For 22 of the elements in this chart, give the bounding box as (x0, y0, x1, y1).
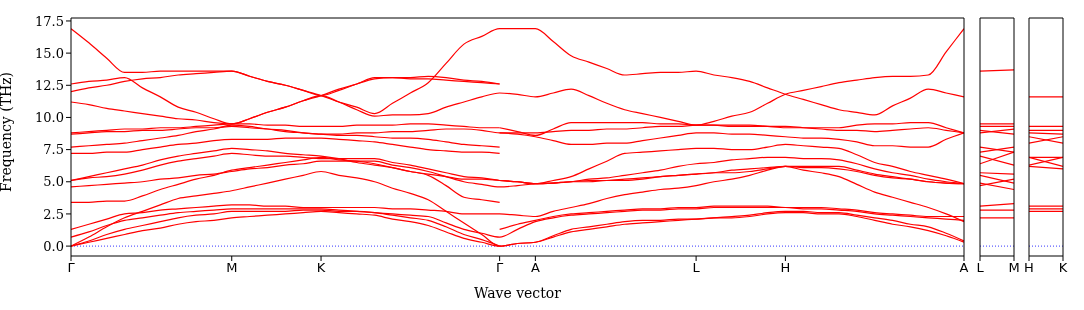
x-tick-label: A (530, 260, 540, 276)
x-tick-label: K (1058, 260, 1068, 276)
x-axis-title: Wave vector (474, 285, 562, 301)
x-tick-label: M (1008, 260, 1020, 276)
y-tick-label: 17.5 (35, 13, 64, 29)
y-tick-label: 10.0 (35, 110, 64, 126)
y-tick-label: 12.5 (35, 77, 64, 93)
y-tick-label: 0.0 (43, 238, 64, 254)
y-tick-label: 7.5 (43, 142, 64, 158)
y-tick-label: 5.0 (43, 174, 64, 190)
x-tick-label: Γ (67, 260, 76, 276)
x-tick-label: L (692, 260, 701, 276)
x-tick-label: H (1024, 260, 1034, 276)
y-tick-label: 15.0 (35, 45, 64, 61)
y-tick-label: 2.5 (43, 206, 64, 222)
x-tick-label: Γ (496, 260, 505, 276)
x-tick-label: L (976, 260, 985, 276)
x-tick-label: M (226, 260, 238, 276)
y-axis-title: Frequency (THz) (0, 71, 14, 192)
x-tick-label: H (780, 260, 791, 276)
x-tick-label: K (316, 260, 326, 276)
x-tick-label: A (959, 260, 969, 276)
